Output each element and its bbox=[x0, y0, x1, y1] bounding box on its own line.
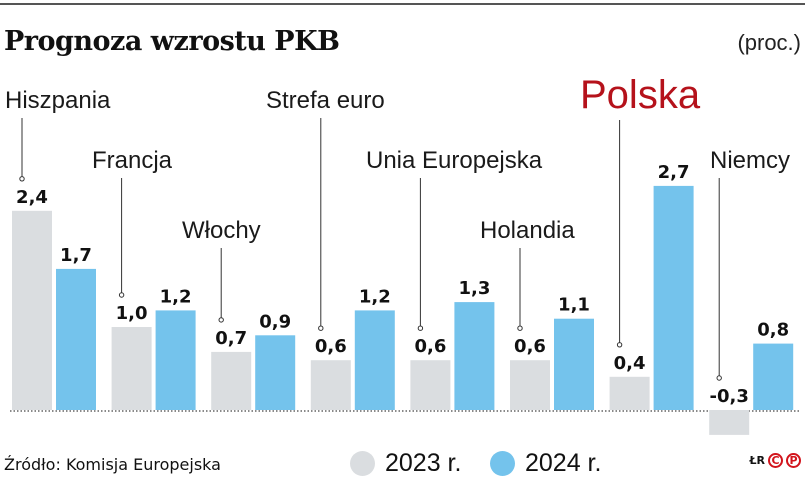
legend-swatch-2024 bbox=[490, 451, 515, 476]
category-label: Hiszpania bbox=[5, 87, 111, 114]
bar-2023-0 bbox=[12, 210, 52, 410]
category-label: Włochy bbox=[182, 217, 261, 244]
value-label: 0,6 bbox=[514, 336, 546, 357]
value-label: 2,7 bbox=[658, 162, 690, 183]
category-label: Francja bbox=[92, 147, 173, 174]
top-rule bbox=[0, 3, 805, 5]
leader-dot bbox=[417, 325, 424, 331]
value-label: 1,3 bbox=[458, 278, 490, 299]
leader-dot bbox=[616, 342, 623, 348]
bar-2024-0 bbox=[56, 268, 96, 410]
bar-2023-5 bbox=[510, 360, 550, 410]
credit: ŁR C P bbox=[749, 453, 801, 468]
value-label: 1,1 bbox=[558, 295, 590, 316]
legend-label-2024: 2024 r. bbox=[525, 449, 602, 477]
bar-2024-4 bbox=[454, 302, 495, 410]
legend-label-2023: 2023 r. bbox=[385, 449, 462, 477]
leader-dot bbox=[716, 375, 722, 381]
leader-dot bbox=[318, 325, 324, 331]
category-label: Niemcy bbox=[710, 147, 790, 174]
bar-2023-1 bbox=[111, 327, 152, 410]
author-initials: ŁR bbox=[749, 454, 765, 467]
bar-2024-7 bbox=[753, 343, 794, 410]
copyright-c-icon: C bbox=[768, 453, 783, 468]
value-label: 0,4 bbox=[614, 353, 646, 374]
copyright-p-icon: P bbox=[786, 453, 801, 468]
value-label: 1,2 bbox=[160, 286, 192, 307]
chart-title: Prognoza wzrostu PKB bbox=[4, 26, 340, 57]
category-label: Polska bbox=[580, 73, 701, 117]
value-label: 1,2 bbox=[359, 286, 391, 307]
bar-2024-3 bbox=[354, 310, 395, 410]
leader-dot bbox=[19, 176, 25, 182]
bar-2023-4 bbox=[410, 360, 451, 410]
value-label: 1,7 bbox=[60, 245, 92, 266]
leader-dot bbox=[218, 317, 224, 323]
value-label: 0,8 bbox=[757, 320, 789, 341]
bar-2024-1 bbox=[155, 310, 196, 410]
category-label: Unia Europejska bbox=[366, 147, 543, 174]
value-label: 0,9 bbox=[259, 311, 291, 332]
value-label: 2,4 bbox=[16, 187, 48, 208]
value-label: 0,7 bbox=[215, 328, 247, 349]
value-label: -0,3 bbox=[710, 386, 749, 407]
source-note: Źródło: Komisja Europejska bbox=[4, 455, 221, 474]
value-label: 1,0 bbox=[116, 303, 148, 324]
bar-2024-6 bbox=[653, 185, 694, 410]
bar-2023-2 bbox=[211, 351, 252, 410]
bar-2024-5 bbox=[554, 318, 594, 410]
legend-swatch-2023 bbox=[350, 451, 375, 476]
bar-2023-7 bbox=[709, 410, 750, 435]
legend-item-2024: 2024 r. bbox=[490, 449, 601, 478]
bar-2023-3 bbox=[310, 360, 351, 410]
unit-label: (proc.) bbox=[737, 30, 801, 55]
legend-item-2023: 2023 r. bbox=[350, 449, 461, 478]
leader-dot bbox=[118, 292, 125, 298]
bar-2023-6 bbox=[609, 376, 650, 410]
category-label: Strefa euro bbox=[266, 87, 385, 114]
bar-2024-2 bbox=[255, 335, 296, 410]
value-label: 0,6 bbox=[315, 336, 347, 357]
leader-dot bbox=[517, 325, 523, 331]
value-label: 0,6 bbox=[414, 336, 446, 357]
category-label: Holandia bbox=[480, 217, 575, 244]
